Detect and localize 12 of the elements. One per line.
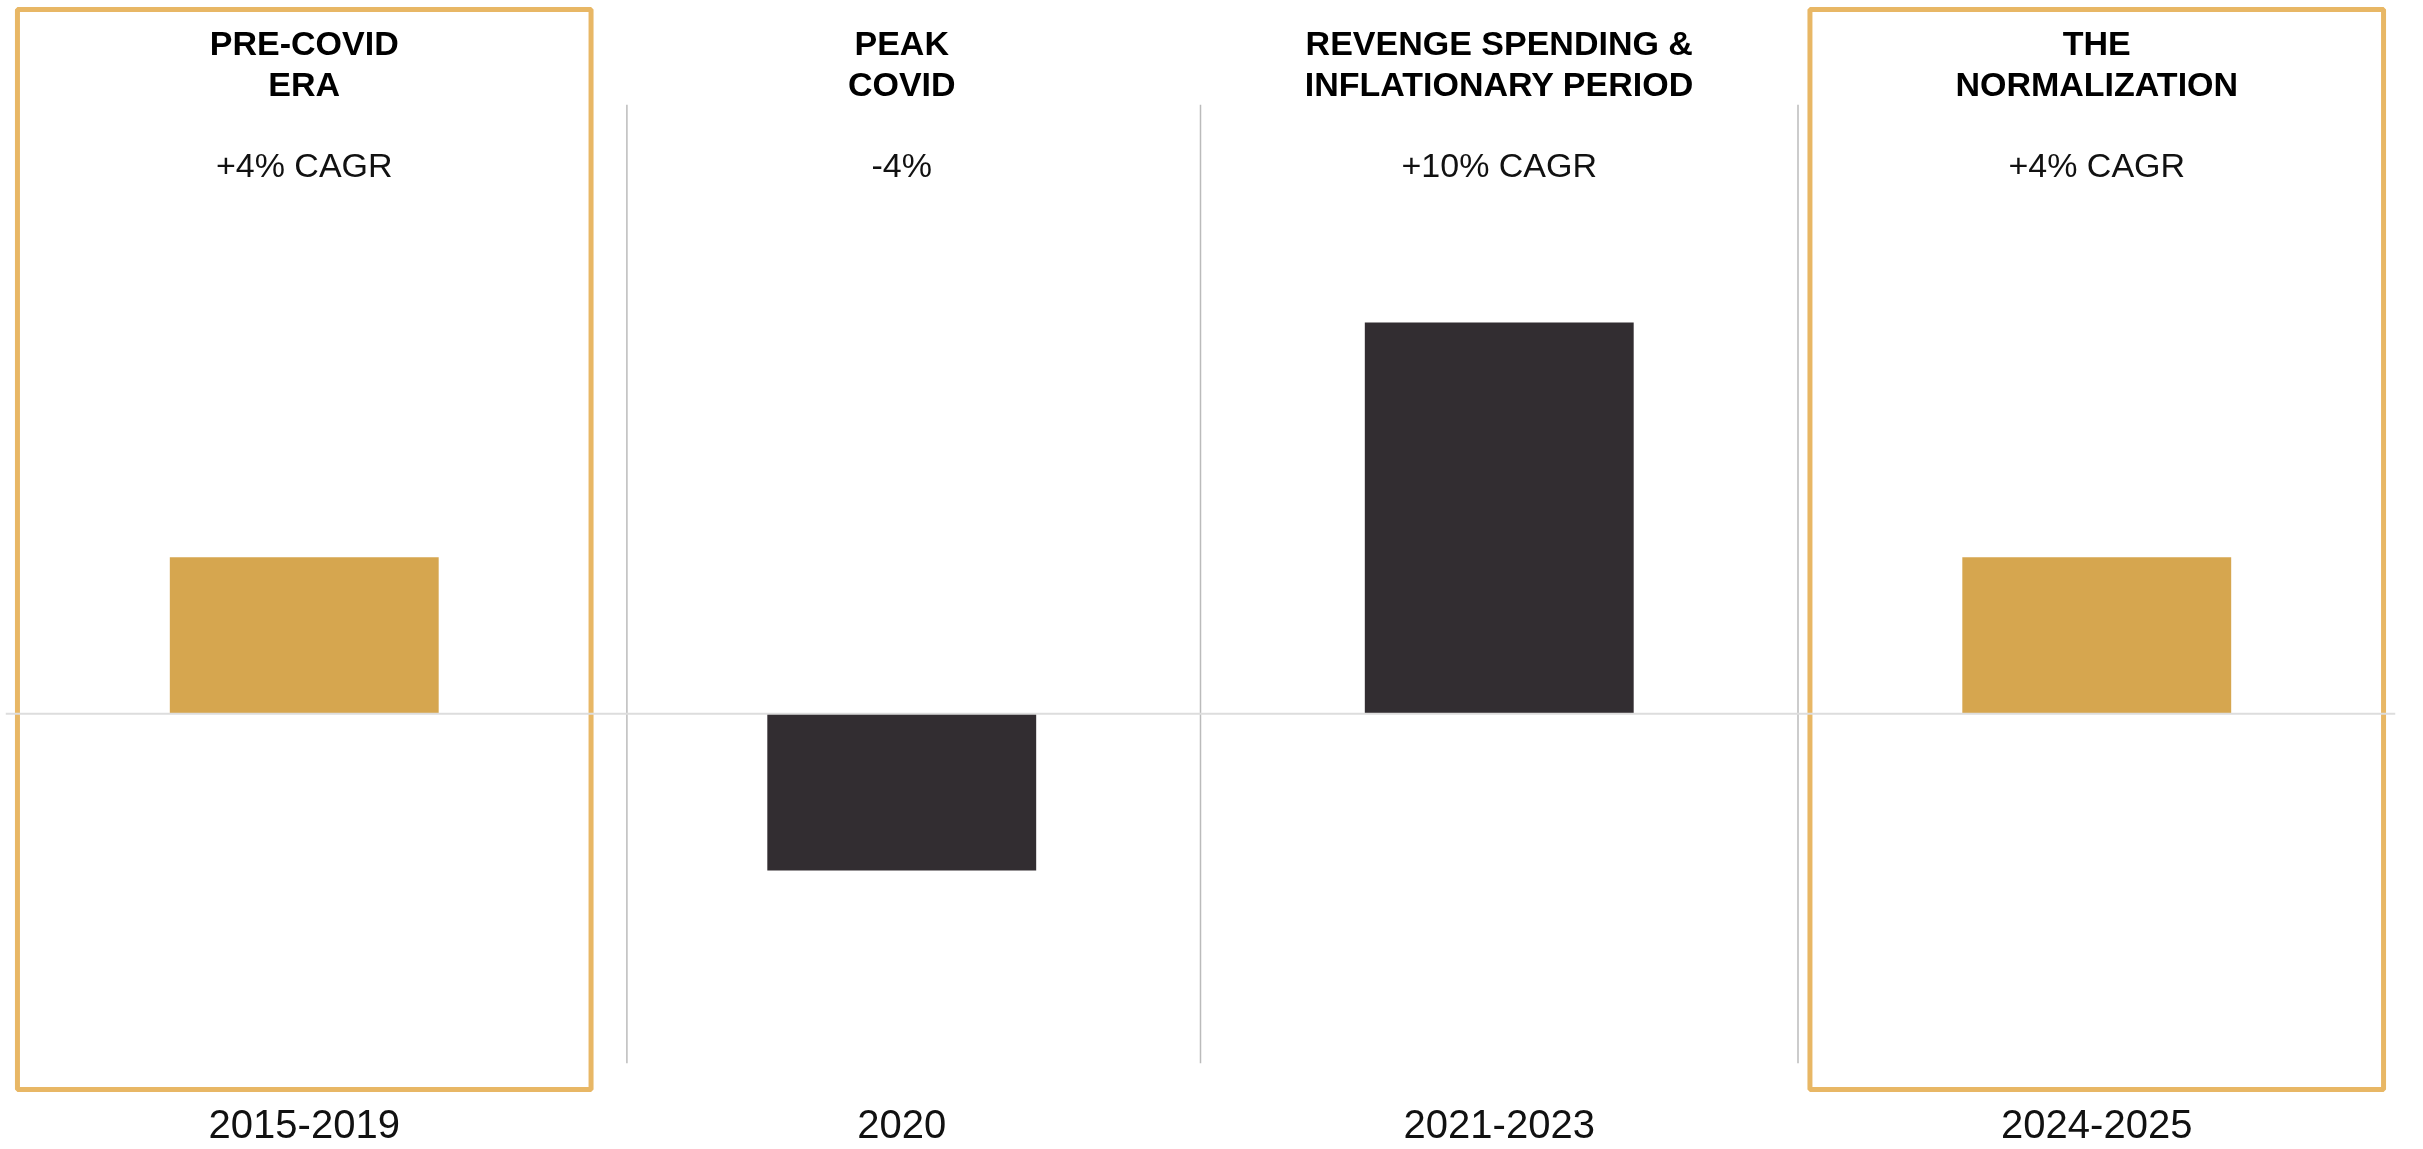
data-label: +4% CAGR [215, 145, 393, 184]
x-tick-label: 2021-2023 [1403, 1101, 1595, 1146]
text: REVENGE SPENDING & INFLATIONARY PERIOD [1304, 23, 1694, 104]
data-label: +4% CAGR [2008, 145, 2186, 184]
text: PEAK COVID [847, 23, 956, 104]
text: PRE-COVID ERA [209, 23, 399, 104]
x-tick-label: 2015-2019 [208, 1101, 400, 1146]
x-tick-label: 2020 [857, 1101, 947, 1146]
data-label: -4% [871, 145, 932, 184]
text: THE NORMALIZATION [1955, 23, 2239, 104]
data-label: +10% CAGR [1401, 145, 1598, 184]
x-tick-label: 2024-2025 [2001, 1101, 2193, 1146]
